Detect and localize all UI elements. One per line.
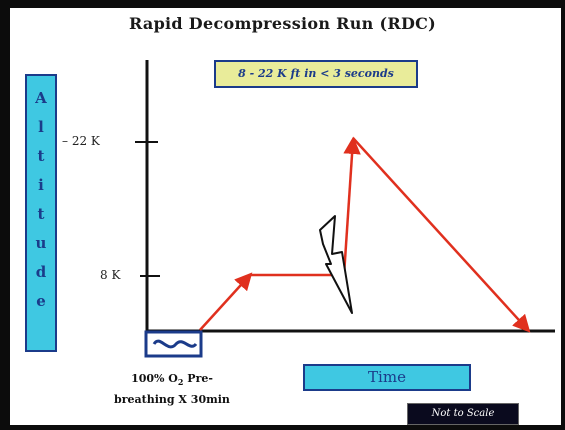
scale-note: Not to Scale [407, 403, 519, 425]
y-label-8k: 8 K [100, 268, 121, 282]
prebreathing-label: 100% O2 Pre- breathing X 30min [92, 370, 252, 409]
y-axis-letter: e [36, 292, 46, 310]
y-axis-letter: t [37, 205, 45, 223]
rate-note: 8 - 22 K ft in < 3 seconds [214, 60, 418, 88]
y-axis-label-box: A l t i t u d e [25, 74, 57, 352]
y-label-22k: – 22 K [62, 134, 100, 148]
decompression-arrow [342, 136, 361, 276]
mask-wave-icon [144, 330, 203, 358]
y-axis-letter: i [38, 176, 44, 194]
climb-arrow [199, 272, 253, 331]
y-axis-letter: u [35, 234, 47, 252]
x-axis-label: Time [303, 364, 471, 391]
lightning-bolt-icon [319, 215, 353, 314]
prebreathing-line-1: 100% O2 Pre- [131, 372, 213, 388]
descent-arrow [352, 137, 531, 333]
y-axis-label: A l t i t u d e [27, 84, 55, 316]
diagram-title: Rapid Decompression Run (RDC) [128, 14, 437, 33]
y-axis-letter: A [35, 89, 47, 107]
prebreathing-line-2: breathing X 30min [114, 393, 230, 407]
y-axis-letter: l [38, 118, 44, 136]
y-axis-letter: d [35, 263, 47, 281]
y-axis-letter: t [37, 147, 45, 165]
